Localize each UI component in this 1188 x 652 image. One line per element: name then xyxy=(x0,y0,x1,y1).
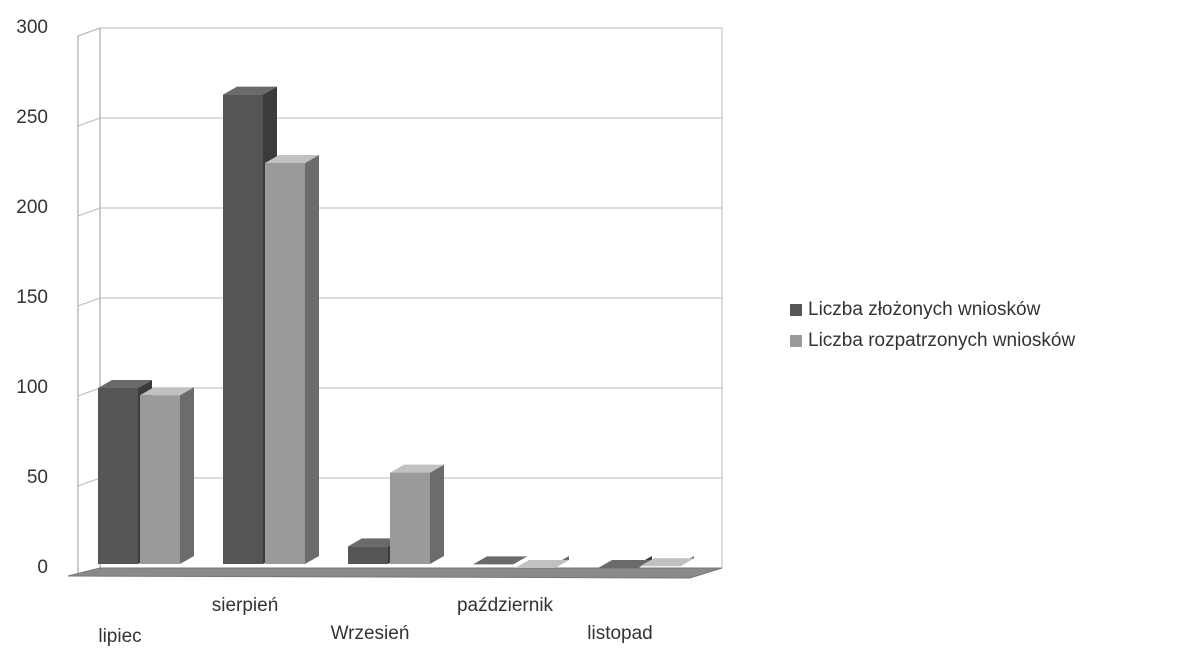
x-tick-label: listopad xyxy=(587,623,653,644)
grid-line xyxy=(77,297,722,307)
y-tick-label: 150 xyxy=(16,287,48,308)
y-tick-label: 50 xyxy=(27,467,48,488)
legend-label: Liczba rozpatrzonych wniosków xyxy=(808,330,1075,351)
floor xyxy=(67,567,723,579)
bar xyxy=(473,556,527,565)
grid-line xyxy=(77,117,722,127)
bar-top xyxy=(140,387,194,396)
bar-top xyxy=(515,560,569,568)
bar-top xyxy=(223,86,277,95)
legend-swatch xyxy=(790,304,802,316)
bar xyxy=(390,464,444,564)
y-tick-label: 250 xyxy=(16,107,48,128)
bar-top xyxy=(473,556,527,565)
x-tick-label: październik xyxy=(457,595,554,616)
bar-top xyxy=(640,558,694,567)
bar-top xyxy=(390,464,444,473)
bar xyxy=(265,155,319,564)
bar-top xyxy=(265,155,319,163)
bar-front xyxy=(390,472,430,564)
bar xyxy=(640,556,694,567)
legend-swatch xyxy=(790,335,802,347)
y-tick-label: 300 xyxy=(16,17,48,38)
bar-top xyxy=(598,560,652,568)
legend-label: Liczba złożonych wniosków xyxy=(808,299,1041,320)
bar-front xyxy=(223,94,263,564)
bar-front xyxy=(140,395,180,564)
grid-line xyxy=(77,27,722,37)
bar-side xyxy=(180,387,194,564)
grid-line xyxy=(77,207,722,217)
y-tick-label: 0 xyxy=(37,557,48,578)
y-tick-label: 100 xyxy=(16,377,48,398)
x-tick-label: lipiec xyxy=(98,626,141,647)
bar-front xyxy=(265,163,305,564)
y-tick-label: 200 xyxy=(16,197,48,218)
bar xyxy=(515,556,569,568)
x-tick-label: Wrzesień xyxy=(331,623,410,644)
bar xyxy=(140,387,194,564)
bar-front xyxy=(98,388,138,564)
bar-front xyxy=(348,546,388,564)
bar-side xyxy=(430,464,444,564)
bar xyxy=(598,556,652,568)
bar-side xyxy=(305,155,319,564)
bar-top xyxy=(98,380,152,388)
bar-top xyxy=(348,538,402,547)
x-tick-label: sierpień xyxy=(212,595,279,616)
